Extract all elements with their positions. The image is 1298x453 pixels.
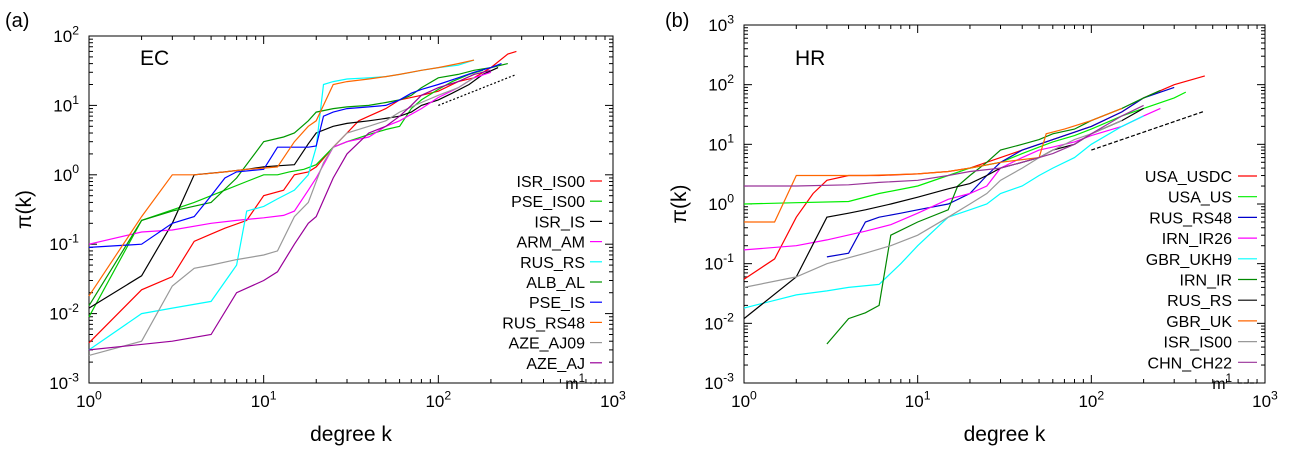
x-tick-label: 102 <box>1078 388 1104 411</box>
legend-entry-label: ISR_IS00 <box>1164 335 1233 352</box>
legend-entry-label: PSE_IS <box>529 295 585 312</box>
x-axis-label: degree k <box>964 423 1046 446</box>
chart-panel-hr: 100 101 102 103 10-3 10-2 10-1 100 101 102 103 degr… <box>665 10 1278 446</box>
plot-frame <box>88 35 614 384</box>
x-tick-label: 103 <box>600 388 626 411</box>
y-tick-label: 103 <box>708 12 734 35</box>
chart-title: HR <box>795 47 825 70</box>
legend-entry-label: PSE_IS00 <box>511 194 585 211</box>
series-line-pse-is <box>88 63 502 248</box>
legend-entry-label: GBR_UK <box>1166 314 1232 331</box>
legend-entry-label: ISR_IS <box>534 214 585 231</box>
series-line-rus-rs48 <box>88 59 475 297</box>
legend-entry-label: IRN_IR26 <box>1162 231 1232 248</box>
legend-entry-label: AZE_AJ <box>526 356 585 373</box>
x-tick-label: 103 <box>1252 388 1278 411</box>
y-tick-label: 102 <box>708 72 734 95</box>
series-line-irn-ir26 <box>743 107 1161 251</box>
y-tick-label: 101 <box>53 93 79 116</box>
series-line-chn-ch22 <box>744 104 1144 187</box>
series-line-alb-al <box>88 63 508 307</box>
legend-entry-label: AZE_AJ09 <box>509 336 586 353</box>
series-line-isr-is00 <box>743 120 1123 288</box>
series-line-isr-is00 <box>88 50 517 344</box>
y-tick-label: 10-1 <box>704 251 734 274</box>
y-tick-label: 102 <box>53 23 79 46</box>
legend-entry-label: USA_US <box>1168 190 1232 207</box>
legend-entry-label: ISR_IS00 <box>517 174 586 191</box>
series-line-aze-aj <box>88 69 492 351</box>
series-line-gbr-uk <box>744 107 1123 223</box>
legend-entry-label: RUS_RS <box>520 255 585 272</box>
series-line-rus-rs48 <box>826 86 1175 258</box>
series-line-aze-aj09 <box>88 77 475 356</box>
legend-entry-label: ARM_AM <box>517 235 585 252</box>
legend-entry-label: m1 <box>565 373 585 393</box>
y-tick-label: 101 <box>708 132 734 155</box>
y-axis-label: π(k) <box>668 185 691 224</box>
x-tick-label: 101 <box>251 388 277 411</box>
y-tick-label: 100 <box>708 191 734 214</box>
x-tick-label: 100 <box>76 388 102 411</box>
series-line-usa-usdc <box>743 75 1205 280</box>
series-line-irn-ir <box>826 89 1161 345</box>
chart-panel-ec: 100 101 102 103 10-3 10-2 10-1 100 101 102 degree … <box>5 10 626 446</box>
legend-entry-label: USA_USDC <box>1145 169 1232 186</box>
y-tick-label: 100 <box>53 162 79 185</box>
legend-entry-label: RUS_RS <box>1167 293 1232 310</box>
series-line-isr-is <box>88 67 499 309</box>
legend-entry-label: m1 <box>1212 373 1232 393</box>
panel-label: (a) <box>5 10 29 32</box>
x-tick-label: 100 <box>731 388 757 411</box>
y-tick-label: 10-3 <box>49 370 79 393</box>
legend-entry-label: ALB_AL <box>526 275 585 292</box>
series-line-m-1 <box>1091 110 1205 151</box>
legend-entry-label: IRN_IR <box>1180 273 1232 290</box>
x-tick-label: 101 <box>905 388 931 411</box>
y-tick-label: 10-1 <box>49 232 79 255</box>
series-line-arm-am <box>88 71 492 245</box>
y-tick-label: 10-3 <box>704 370 734 393</box>
series-line-gbr-ukh9 <box>743 115 1144 309</box>
y-axis-label: π(k) <box>13 190 36 229</box>
x-axis-label: degree k <box>310 423 392 446</box>
legend-entry-label: RUS_RS48 <box>1149 210 1232 227</box>
legend-entry-label: GBR_UKH9 <box>1146 252 1232 269</box>
series-line-usa-us <box>743 91 1187 205</box>
legend-entry-label: RUS_RS48 <box>502 315 585 332</box>
panel-label: (b) <box>665 10 689 32</box>
series-line-rus-rs <box>743 107 1144 320</box>
x-tick-label: 102 <box>425 388 451 411</box>
legend-entry-label: CHN_CH22 <box>1148 355 1233 372</box>
chart-title: EC <box>140 47 169 70</box>
y-tick-label: 10-2 <box>704 311 734 334</box>
y-tick-label: 10-2 <box>49 301 79 324</box>
